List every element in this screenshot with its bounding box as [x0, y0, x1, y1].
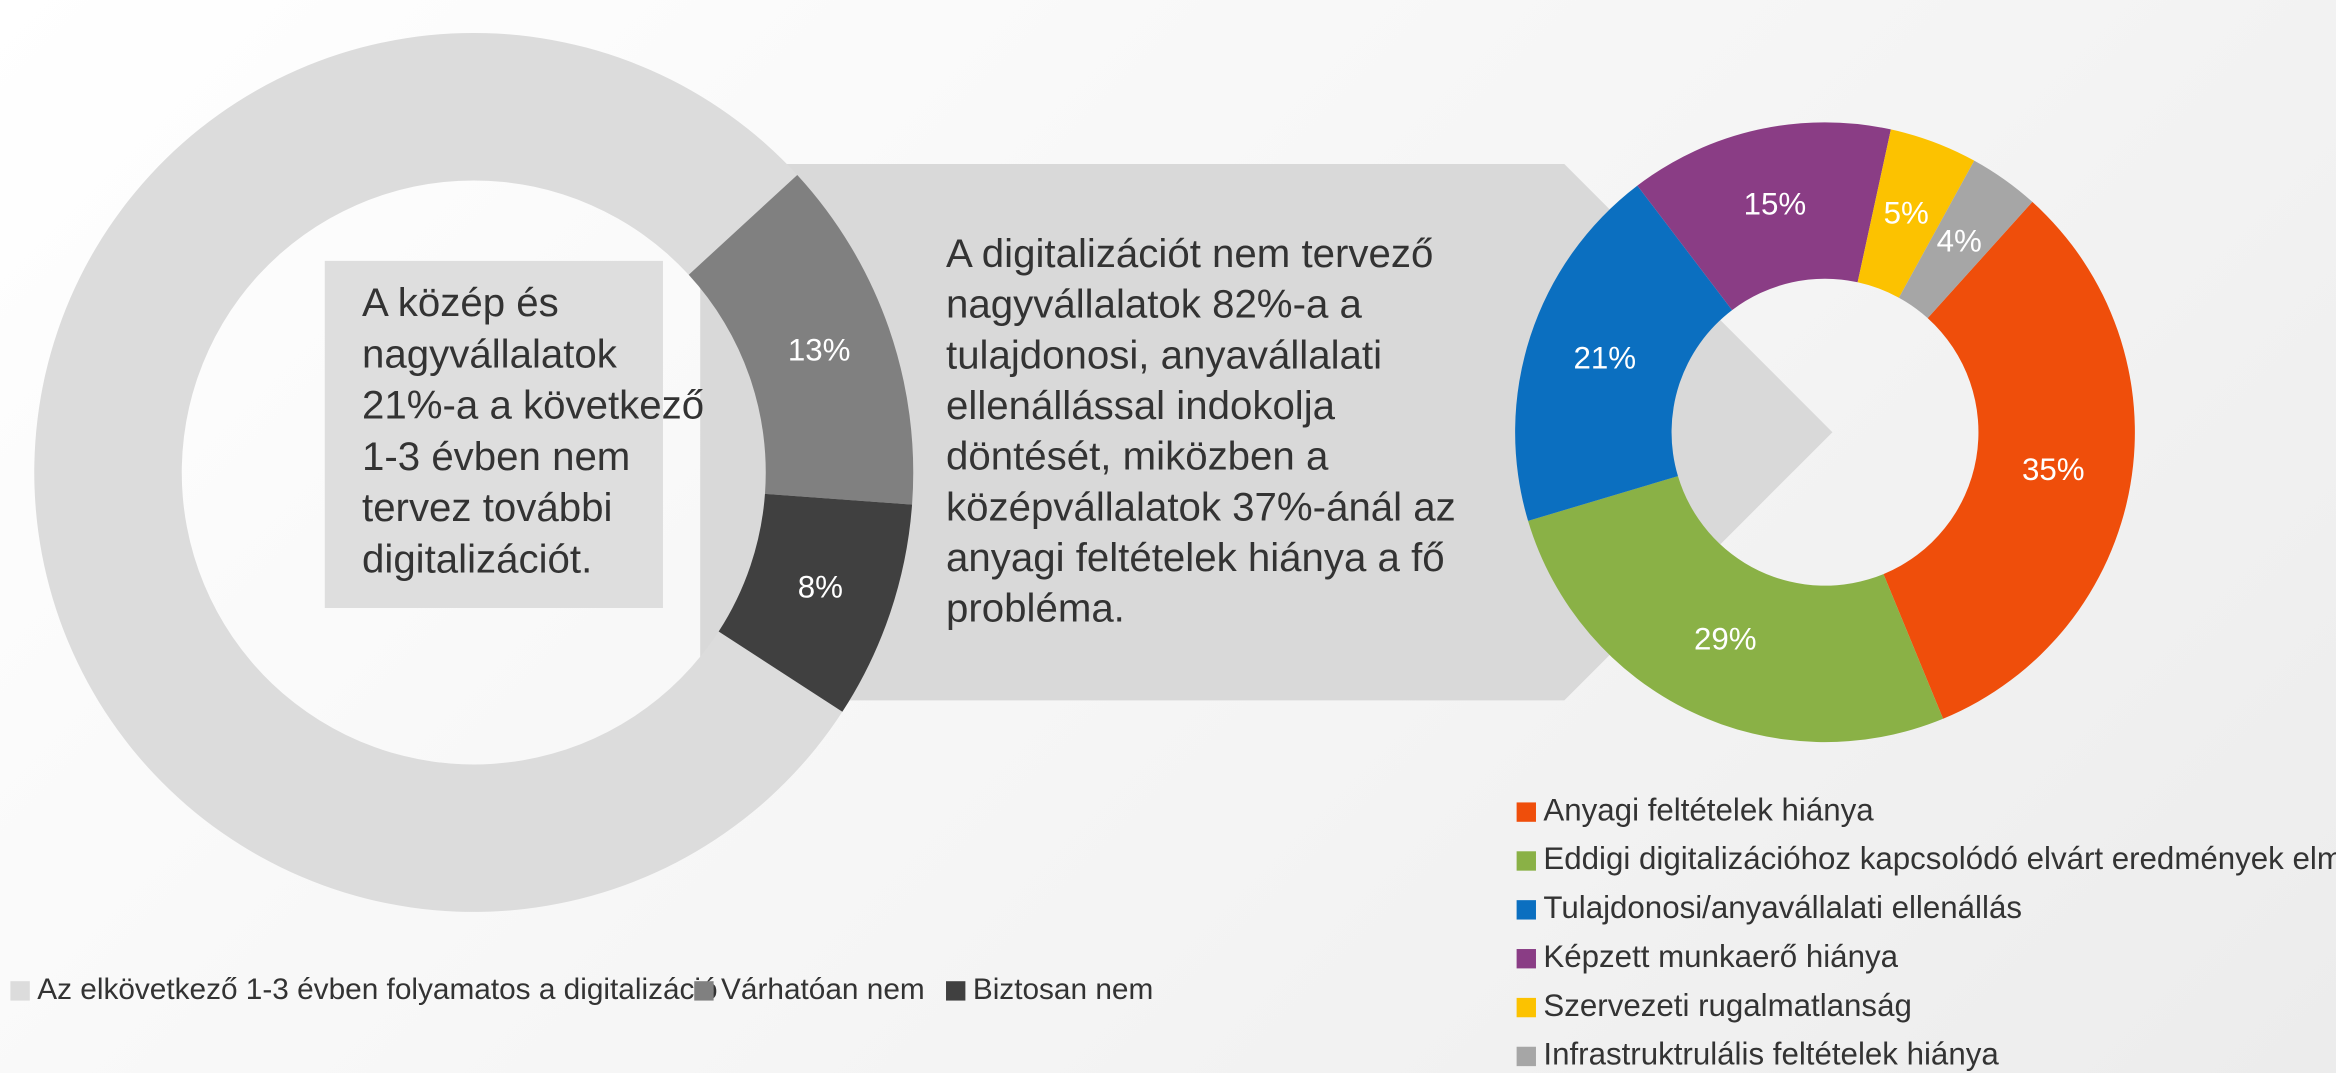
legend-swatch	[1516, 1046, 1536, 1067]
annotation-line: nagyvállalatok 82%-a a	[946, 282, 1362, 327]
annotation-line: tervez további	[362, 485, 612, 530]
donut-segment	[718, 493, 913, 712]
donut-segment	[1857, 129, 1975, 298]
legend-swatch	[694, 981, 714, 1001]
annotation-line: ellenállással indokolja	[946, 383, 1336, 428]
annotation-line: probléma.	[946, 586, 1125, 631]
annotation-line: nagyvállalatok	[362, 331, 618, 376]
value-label: 13%	[788, 332, 851, 367]
legend-label: Képzett munkaerő hiánya	[1543, 939, 1898, 974]
donut-segment	[1883, 201, 2135, 719]
donut-segment	[1528, 476, 1944, 743]
legend-label: Anyagi feltételek hiánya	[1543, 792, 1874, 827]
annotation-line: digitalizációt.	[362, 536, 592, 581]
donut-segment	[1898, 160, 2033, 319]
value-label: 21%	[1573, 341, 1636, 376]
legend-label: Biztosan nem	[973, 973, 1153, 1006]
annotation-line: anyagi feltételek hiánya a fő	[946, 535, 1445, 580]
annotation-line: döntését, miközben a	[946, 434, 1329, 479]
legend-label: Szervezeti rugalmatlanság	[1543, 988, 1911, 1023]
donut-segment	[1515, 185, 1733, 521]
donut-segment	[688, 174, 914, 505]
legend-swatch	[1516, 949, 1536, 969]
legend-label: Az elkövetkező 1-3 évben folyamatos a di…	[37, 973, 717, 1006]
legend-swatch	[1516, 802, 1536, 822]
legend-swatch	[946, 981, 966, 1001]
donut-segment	[1637, 122, 1891, 311]
legend-swatch	[1516, 851, 1536, 871]
legend-swatch	[10, 981, 30, 1001]
value-label: 15%	[1744, 186, 1807, 221]
donut-segment	[34, 32, 843, 912]
annotation-line: A közép és	[362, 280, 559, 325]
legend-label: Várhatóan nem	[721, 973, 925, 1006]
annotation-line: középvállalatok 37%-ánál az	[946, 484, 1456, 529]
value-label: 5%	[1884, 196, 1929, 231]
value-label: 29%	[1694, 622, 1757, 657]
legend-label: Tulajdonosi/anyavállalati ellenállás	[1543, 890, 2022, 925]
annotation-line: A digitalizációt nem tervező	[946, 231, 1433, 276]
legend-label: Eddigi digitalizációhoz kapcsolódó elvár…	[1543, 841, 2336, 876]
value-label: 8%	[798, 569, 843, 604]
text-box	[324, 260, 663, 609]
annotation-line: tulajdonosi, anyavállalati	[946, 332, 1382, 377]
annotation-line: 1-3 évben nem	[362, 434, 630, 479]
value-label: 4%	[1937, 224, 1982, 259]
legend-swatch	[1516, 997, 1536, 1018]
annotation-line: 21%-a a következő	[362, 383, 704, 428]
legend-label: Infrastruktrulális feltételek hiánya	[1543, 1037, 1999, 1072]
value-label: 35%	[2022, 452, 2085, 487]
legend-swatch	[1516, 900, 1536, 920]
